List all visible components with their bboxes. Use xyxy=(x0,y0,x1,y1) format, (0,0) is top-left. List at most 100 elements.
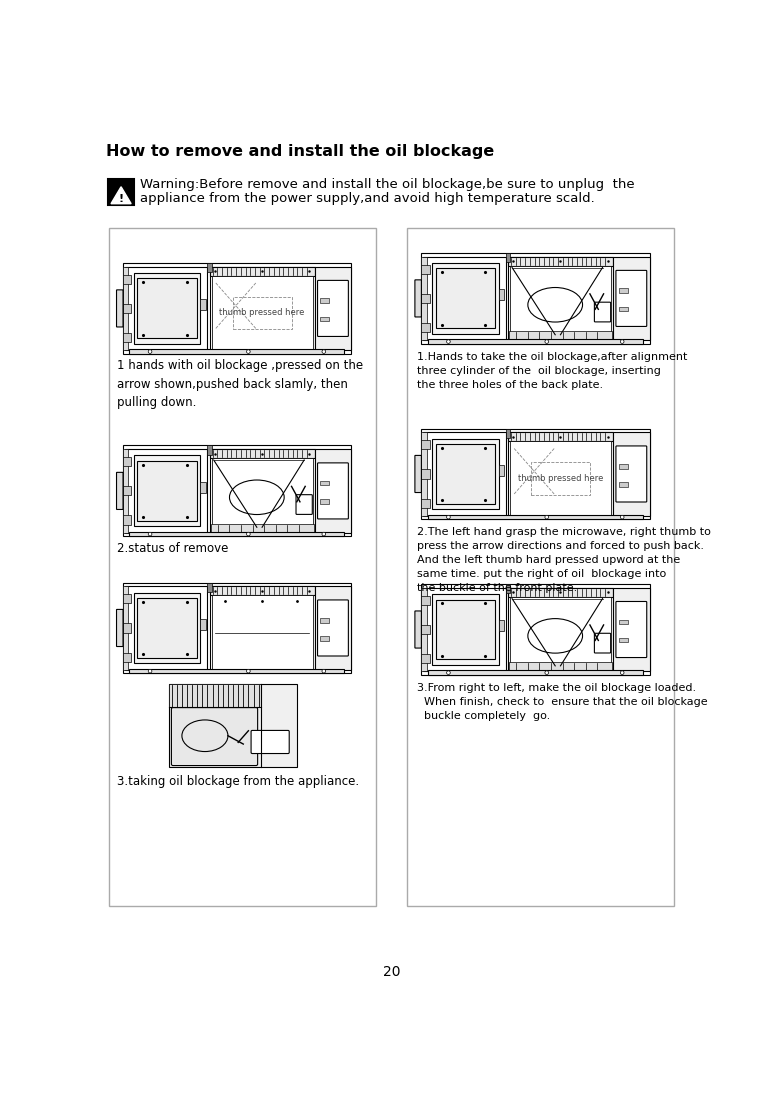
Bar xyxy=(435,599,495,660)
Text: 3.From right to left, make the oil blockage loaded.
  When finish, check to  ens: 3.From right to left, make the oil block… xyxy=(417,682,707,720)
Circle shape xyxy=(247,670,250,673)
Bar xyxy=(531,463,590,495)
Bar xyxy=(108,179,134,205)
Circle shape xyxy=(247,532,250,535)
Bar xyxy=(169,684,261,708)
Polygon shape xyxy=(111,187,131,204)
Bar xyxy=(123,274,131,283)
Bar xyxy=(123,304,131,312)
Bar xyxy=(123,515,131,524)
Bar xyxy=(123,653,131,662)
Bar xyxy=(421,625,429,634)
Bar xyxy=(320,636,329,641)
Bar xyxy=(320,480,329,485)
Bar xyxy=(123,267,128,351)
FancyBboxPatch shape xyxy=(616,270,647,326)
Bar xyxy=(510,597,611,671)
Bar xyxy=(129,349,345,354)
Bar xyxy=(421,256,427,340)
Bar xyxy=(123,457,131,466)
Bar xyxy=(499,620,504,632)
Bar xyxy=(108,228,376,906)
Bar xyxy=(428,339,643,344)
Bar xyxy=(134,456,200,526)
Text: !: ! xyxy=(118,194,124,204)
Circle shape xyxy=(620,671,624,674)
FancyBboxPatch shape xyxy=(296,495,312,514)
Bar xyxy=(320,500,329,504)
FancyBboxPatch shape xyxy=(415,280,422,317)
Text: How to remove and install the oil blockage: How to remove and install the oil blocka… xyxy=(106,143,494,159)
Bar xyxy=(209,586,315,670)
FancyBboxPatch shape xyxy=(318,600,348,656)
Bar xyxy=(619,289,628,293)
Bar xyxy=(125,267,207,351)
Text: 20: 20 xyxy=(383,965,400,979)
Text: 2.The left hand grasp the microwave, right thumb to
press the arrow directions a: 2.The left hand grasp the microwave, rig… xyxy=(417,528,711,594)
Circle shape xyxy=(447,671,450,674)
Bar xyxy=(129,532,345,536)
Bar xyxy=(123,586,128,670)
Bar xyxy=(499,289,504,300)
Bar xyxy=(200,619,206,629)
Bar xyxy=(320,618,329,623)
Circle shape xyxy=(322,670,325,673)
Bar xyxy=(506,253,510,262)
Text: 3.taking oil blockage from the appliance.: 3.taking oil blockage from the appliance… xyxy=(117,775,359,788)
Bar xyxy=(200,299,206,310)
Bar xyxy=(428,515,643,520)
Circle shape xyxy=(322,532,325,535)
Circle shape xyxy=(620,339,624,344)
Bar xyxy=(421,588,427,671)
Text: 1.Hands to take the oil blockage,after alignment
three cylinder of the  oil bloc: 1.Hands to take the oil blockage,after a… xyxy=(417,352,688,390)
Circle shape xyxy=(545,671,549,674)
Text: 2.status of remove: 2.status of remove xyxy=(117,542,228,556)
Bar xyxy=(123,446,351,536)
Bar xyxy=(207,446,212,455)
FancyBboxPatch shape xyxy=(594,633,610,653)
Bar xyxy=(435,444,495,504)
FancyBboxPatch shape xyxy=(251,730,290,754)
FancyBboxPatch shape xyxy=(117,290,123,327)
Bar xyxy=(421,440,429,449)
Bar xyxy=(619,482,628,487)
Bar xyxy=(209,267,315,351)
Circle shape xyxy=(545,515,549,519)
Bar xyxy=(123,624,131,633)
Bar xyxy=(212,458,312,533)
Circle shape xyxy=(322,349,325,354)
Bar xyxy=(421,585,649,675)
Bar xyxy=(421,432,427,516)
Bar xyxy=(129,669,345,673)
Bar xyxy=(207,582,212,591)
Bar xyxy=(169,684,297,767)
Text: 1 hands with oil blockage ,pressed on the
arrow shown,pushed back slamly, then
p: 1 hands with oil blockage ,pressed on th… xyxy=(117,360,364,409)
FancyBboxPatch shape xyxy=(318,463,348,519)
Bar xyxy=(212,595,312,670)
FancyBboxPatch shape xyxy=(117,609,123,646)
Bar xyxy=(428,671,643,675)
Text: appliance from the power supply,and avoid high temperature scald.: appliance from the power supply,and avoi… xyxy=(141,193,595,205)
Bar xyxy=(499,465,504,476)
FancyBboxPatch shape xyxy=(117,473,123,510)
Bar xyxy=(123,486,131,495)
Text: Warning:Before remove and install the oil blockage,be sure to unplug  the: Warning:Before remove and install the oi… xyxy=(141,178,635,192)
Bar xyxy=(212,276,312,351)
Bar xyxy=(233,297,292,329)
Bar xyxy=(211,524,313,533)
Bar xyxy=(619,619,628,624)
Circle shape xyxy=(620,515,624,519)
Text: thumb pressed here: thumb pressed here xyxy=(219,308,305,317)
FancyBboxPatch shape xyxy=(616,601,647,657)
Bar xyxy=(320,298,329,304)
Bar xyxy=(138,598,197,657)
Bar xyxy=(508,256,613,265)
Bar xyxy=(509,662,612,671)
Bar xyxy=(134,592,200,663)
Bar xyxy=(209,586,315,595)
Bar xyxy=(421,498,429,507)
Bar xyxy=(506,585,510,594)
Bar xyxy=(320,317,329,321)
Bar xyxy=(200,482,206,493)
Bar xyxy=(613,256,649,340)
